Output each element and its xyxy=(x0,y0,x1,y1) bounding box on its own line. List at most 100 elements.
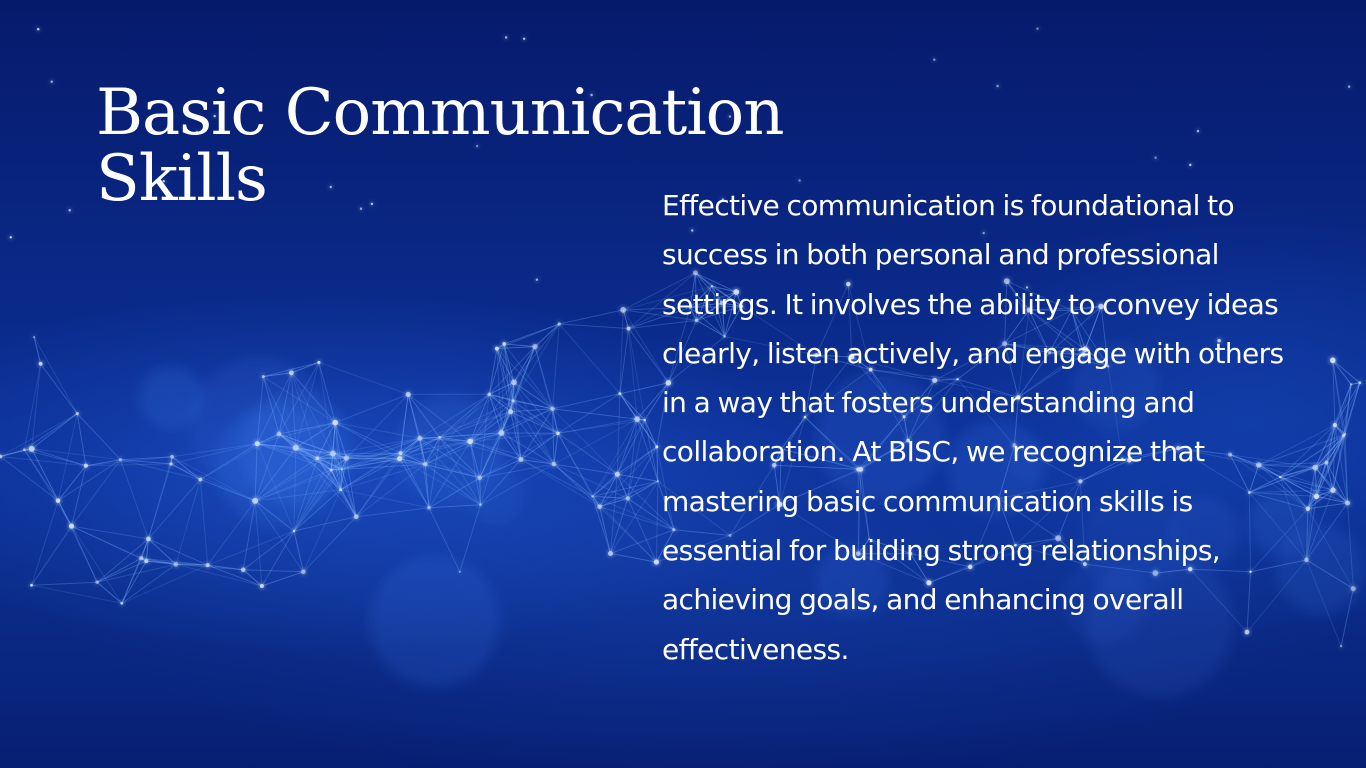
network-link xyxy=(488,393,512,413)
network-link xyxy=(1049,352,1109,367)
network-link xyxy=(557,433,593,497)
network-link xyxy=(469,441,481,505)
network-link xyxy=(334,422,343,470)
network-link xyxy=(656,382,669,447)
network-link xyxy=(332,453,426,465)
network-link xyxy=(599,474,618,507)
network-link xyxy=(627,419,638,499)
network-link xyxy=(170,463,201,480)
network-link xyxy=(317,457,343,470)
network-link xyxy=(419,393,490,439)
network-link xyxy=(851,356,935,381)
network-node xyxy=(1016,395,1021,400)
network-link xyxy=(407,394,426,465)
network-link xyxy=(261,530,295,587)
network-node xyxy=(405,391,411,397)
network-link xyxy=(552,408,559,434)
network-link xyxy=(552,393,621,410)
network-link xyxy=(439,436,522,460)
network-node xyxy=(798,179,801,182)
network-node xyxy=(902,415,906,419)
network-link xyxy=(667,307,691,383)
network-link xyxy=(340,458,400,491)
network-node xyxy=(252,497,259,504)
network-link xyxy=(172,443,258,458)
network-link xyxy=(998,498,1016,546)
network-node xyxy=(317,360,321,364)
network-link xyxy=(1230,454,1316,469)
network-link xyxy=(295,447,347,459)
network-link xyxy=(341,452,401,470)
network-link xyxy=(1084,563,1156,574)
network-link xyxy=(33,336,42,364)
network-link xyxy=(656,534,731,563)
network-link xyxy=(1229,454,1250,493)
network-link xyxy=(592,495,675,531)
network-link xyxy=(909,553,930,584)
network-link xyxy=(1332,360,1345,436)
network-node xyxy=(771,462,777,468)
network-haze xyxy=(1071,343,1159,431)
network-node xyxy=(1217,338,1221,343)
network-link xyxy=(332,453,357,517)
network-link xyxy=(520,408,554,460)
network-link xyxy=(1049,352,1084,356)
network-link xyxy=(1306,559,1354,590)
network-link xyxy=(489,393,514,402)
network-node xyxy=(1026,307,1032,313)
network-link xyxy=(1334,424,1346,435)
network-link xyxy=(1334,424,1344,436)
network-link xyxy=(1248,464,1260,493)
network-link xyxy=(773,416,806,466)
network-link xyxy=(1332,434,1346,491)
network-link xyxy=(263,372,292,378)
network-link xyxy=(622,309,629,329)
network-link xyxy=(500,400,514,434)
network-link xyxy=(146,560,176,565)
network-link xyxy=(553,463,629,499)
network-node xyxy=(343,455,350,461)
network-link xyxy=(780,416,806,450)
network-node xyxy=(591,495,594,498)
network-link xyxy=(293,458,318,532)
network-link xyxy=(779,503,859,555)
network-link xyxy=(957,378,1015,446)
network-link xyxy=(1314,433,1346,468)
network-link xyxy=(1326,433,1346,463)
network-link xyxy=(870,369,935,381)
network-link xyxy=(419,438,430,508)
network-link xyxy=(1343,382,1361,436)
network-link xyxy=(419,438,426,465)
network-link xyxy=(1344,382,1361,435)
network-link xyxy=(592,418,638,497)
network-link xyxy=(145,538,149,562)
network-link xyxy=(340,463,426,491)
network-link xyxy=(419,411,511,439)
network-node xyxy=(858,467,864,472)
network-link xyxy=(1071,310,1084,355)
network-node xyxy=(1025,286,1029,289)
network-link xyxy=(23,449,59,501)
network-link xyxy=(1071,310,1086,350)
network-link xyxy=(293,468,343,532)
network-link xyxy=(599,506,675,531)
network-link xyxy=(399,440,471,460)
network-link xyxy=(553,463,618,475)
slide-title: Basic Communication Skills xyxy=(96,76,784,216)
network-node xyxy=(653,559,659,565)
network-link xyxy=(690,302,723,308)
network-link xyxy=(428,437,441,508)
network-node xyxy=(868,367,873,372)
network-link xyxy=(257,443,296,449)
network-link xyxy=(1250,508,1309,573)
network-link xyxy=(470,432,502,442)
network-link xyxy=(254,457,318,502)
network-link xyxy=(998,445,1015,499)
network-link xyxy=(207,564,244,571)
network-link xyxy=(1250,559,1307,573)
network-link xyxy=(71,525,149,540)
network-link xyxy=(120,459,149,540)
network-link xyxy=(31,448,87,467)
network-link xyxy=(470,408,553,442)
